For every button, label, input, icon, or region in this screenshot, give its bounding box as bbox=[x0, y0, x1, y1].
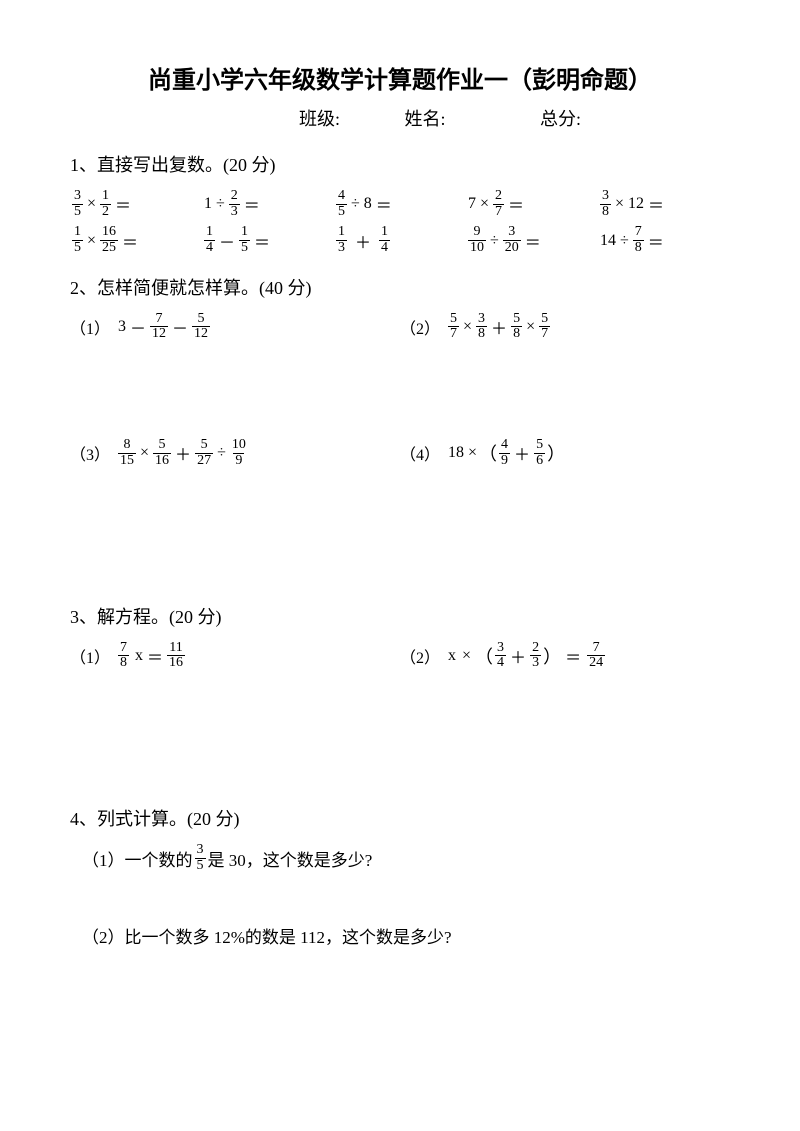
s1-q3: 45 ÷8＝ bbox=[334, 189, 466, 219]
s3-q1: （1） 78 x ＝ 1116 bbox=[70, 641, 400, 671]
s2-row1: （1） 3－ 712 － 512 （2） 57 × 38 ＋ 58 × 57 bbox=[70, 312, 730, 342]
section-4-title: 4、列式计算。(20 分) bbox=[70, 805, 730, 831]
s2-q1: （1） 3－ 712 － 512 bbox=[70, 312, 400, 342]
s2-q2: （2） 57 × 38 ＋ 58 × 57 bbox=[400, 312, 730, 342]
section-3-title: 3、解方程。(20 分) bbox=[70, 603, 730, 629]
s1-q9: 910 ÷ 320 ＝ bbox=[466, 225, 598, 255]
label-name: 姓名: bbox=[404, 105, 445, 131]
label-class: 班级: bbox=[299, 105, 340, 131]
s1-q8: 13 ＋ 14 bbox=[334, 225, 466, 255]
s1-row2: 15 × 1625 ＝ 14 － 15 ＝ 13 ＋ 14 910 ÷ 320 … bbox=[70, 225, 730, 255]
doc-title: 尚重小学六年级数学计算题作业一（彭明命题） bbox=[70, 60, 730, 95]
s4-q1: （1）一个数的 35 是 30，这个数是多少? bbox=[82, 843, 730, 873]
s2-q4: （4） 18× （ 49 ＋ 56 ） bbox=[400, 438, 730, 468]
s1-q5: 38 ×12＝ bbox=[598, 189, 730, 219]
label-total: 总分: bbox=[540, 105, 581, 131]
s4-q2: （2）比一个数多 12%的数是 112，这个数是多少? bbox=[82, 923, 730, 948]
s1-q10: 14÷ 78 ＝ bbox=[598, 225, 730, 255]
s3-row1: （1） 78 x ＝ 1116 （2） x × （ 34 ＋ 23 ） ＝ 72… bbox=[70, 641, 730, 671]
s1-row1: 35 × 12 ＝ 1÷ 23 ＝ 45 ÷8＝ 7× 27 ＝ 38 ×12＝ bbox=[70, 189, 730, 219]
s3-q2: （2） x × （ 34 ＋ 23 ） ＝ 724 bbox=[400, 641, 730, 671]
s2-row2: （3） 815 × 516 ＋ 527 ÷ 109 （4） 18× （ 49 ＋… bbox=[70, 438, 730, 468]
header-fields: 班级: 姓名: 总分: bbox=[70, 105, 730, 131]
section-1-title: 1、直接写出复数。(20 分) bbox=[70, 151, 730, 177]
s1-q2: 1÷ 23 ＝ bbox=[202, 189, 334, 219]
section-2-title: 2、怎样简便就怎样算。(40 分) bbox=[70, 274, 730, 300]
s1-q1: 35 × 12 ＝ bbox=[70, 189, 202, 219]
s1-q7: 14 － 15 ＝ bbox=[202, 225, 334, 255]
s1-q4: 7× 27 ＝ bbox=[466, 189, 598, 219]
s1-q6: 15 × 1625 ＝ bbox=[70, 225, 202, 255]
s2-q3: （3） 815 × 516 ＋ 527 ÷ 109 bbox=[70, 438, 400, 468]
